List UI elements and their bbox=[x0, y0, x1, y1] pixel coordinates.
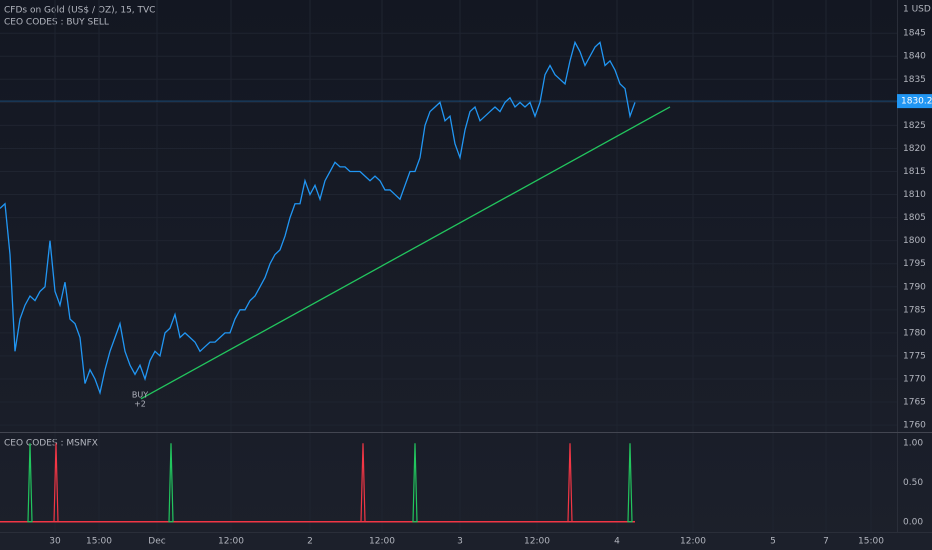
y-tick-label: 1815 bbox=[903, 167, 926, 177]
y-tick-label: 1795 bbox=[903, 259, 926, 269]
chart-title: CFDs on Gold (US$ / OZ), 15, TVC bbox=[4, 6, 155, 16]
price-label-box bbox=[897, 94, 932, 109]
y-tick-label: 1770 bbox=[903, 374, 926, 384]
x-tick-label: 3 bbox=[457, 537, 463, 547]
x-tick-label: 7 bbox=[823, 537, 829, 547]
x-tick-label: 12:00 bbox=[218, 537, 244, 547]
y-tick-label: 1820 bbox=[903, 144, 926, 154]
y-tick-label: 1765 bbox=[903, 398, 926, 408]
x-tick-label: 12:00 bbox=[524, 537, 550, 547]
price-line-series bbox=[0, 40, 636, 396]
y-tick-label: 1775 bbox=[903, 351, 926, 361]
price-label: 1830.27 bbox=[901, 97, 932, 107]
y-tick-label: 1810 bbox=[903, 190, 926, 200]
signal-spike bbox=[53, 443, 59, 523]
y-tick-label: 1790 bbox=[903, 282, 926, 292]
x-tick-label: Dec bbox=[148, 537, 165, 547]
buy-label: BUY bbox=[132, 391, 148, 400]
y-tick-label: 1805 bbox=[903, 213, 926, 223]
y-tick-label: 0.50 bbox=[903, 478, 923, 488]
signal-spike bbox=[168, 443, 174, 523]
buy-sublabel: +2 bbox=[134, 400, 146, 409]
signal-spike bbox=[27, 443, 33, 523]
signal-spike bbox=[360, 443, 366, 523]
x-tick-label: 15:00 bbox=[86, 537, 112, 547]
x-tick-label: 12:00 bbox=[680, 537, 706, 547]
y-tick-label: 1780 bbox=[903, 328, 926, 338]
x-tick-label: 30 bbox=[49, 537, 61, 547]
indicator-title: CEO CODES : MSNFX bbox=[4, 439, 98, 449]
y-tick-label: 1835 bbox=[903, 75, 926, 85]
y-tick-label: 1840 bbox=[903, 52, 926, 62]
y-tick-label: 1785 bbox=[903, 305, 926, 315]
currency-label: 1 USD bbox=[903, 5, 931, 15]
indicator-title: CEO CODES : BUY SELL bbox=[4, 18, 109, 28]
x-tick-label: 4 bbox=[614, 537, 620, 547]
x-tick-label: 2 bbox=[307, 537, 313, 547]
x-tick-label: 5 bbox=[770, 537, 776, 547]
y-tick-label: 1760 bbox=[903, 421, 926, 431]
y-tick-label: 1800 bbox=[903, 236, 926, 246]
signal-spike bbox=[412, 443, 418, 523]
y-tick-label: 1845 bbox=[903, 29, 926, 39]
y-tick-label: 1825 bbox=[903, 121, 926, 131]
signal-spike bbox=[567, 443, 573, 523]
x-tick-label: 15:00 bbox=[858, 537, 884, 547]
y-tick-label: 0.00 bbox=[903, 517, 923, 527]
signal-spike bbox=[627, 443, 633, 523]
y-tick-label: 1.00 bbox=[903, 439, 923, 449]
trendline bbox=[140, 106, 671, 400]
x-tick-label: 12:00 bbox=[369, 537, 395, 547]
